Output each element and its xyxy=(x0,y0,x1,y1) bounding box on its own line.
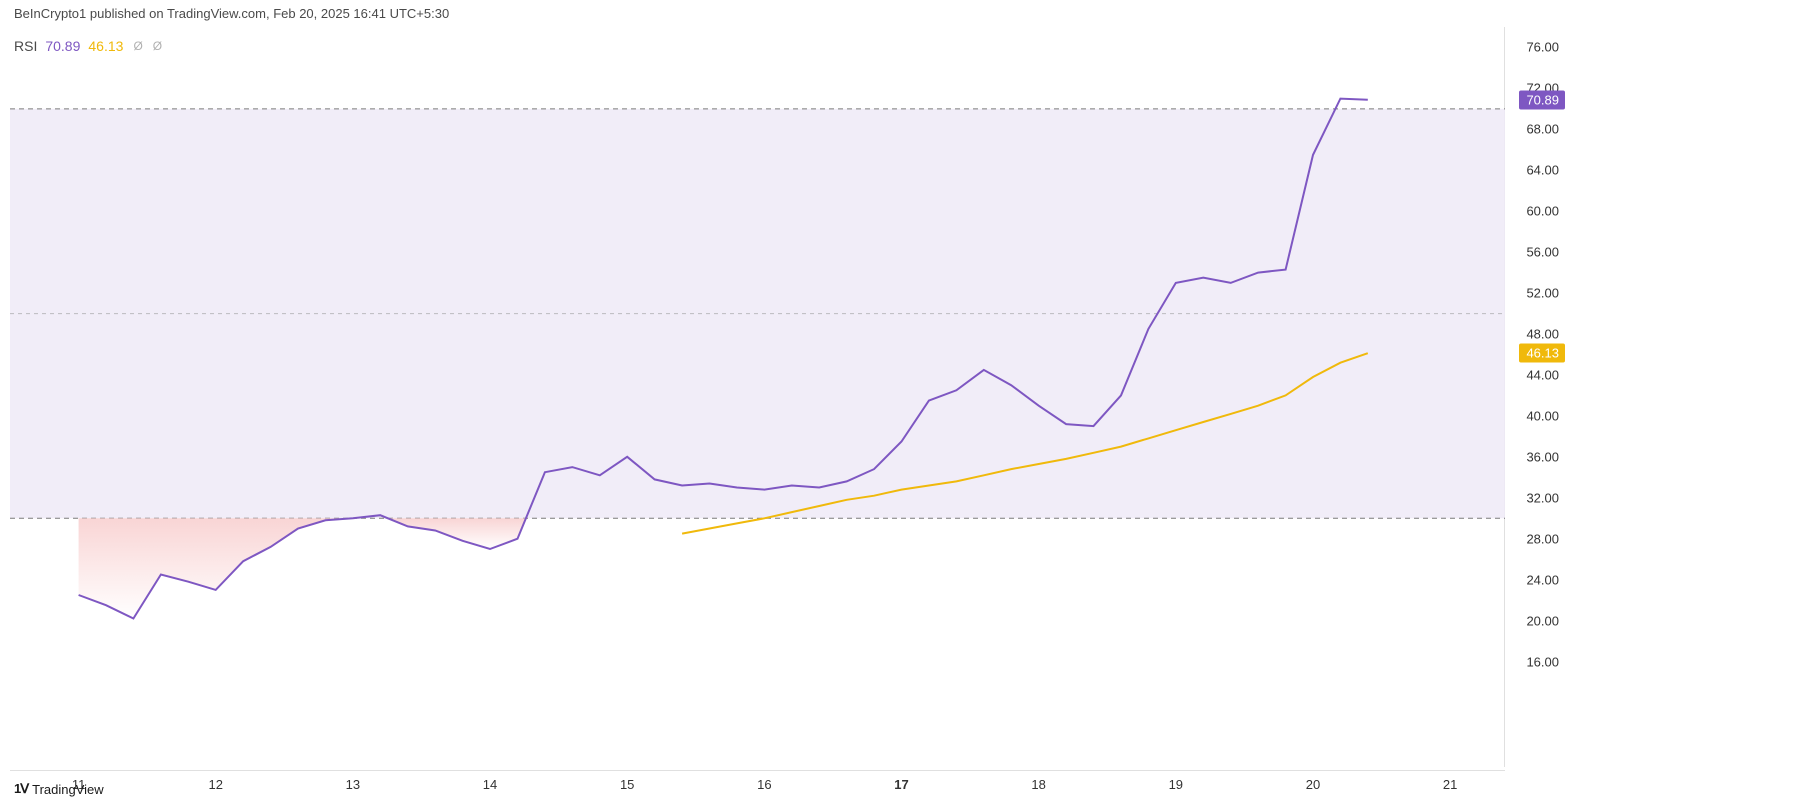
x-tick-label: 14 xyxy=(483,777,497,792)
chart-plot-area[interactable] xyxy=(10,27,1505,767)
y-tick-label: 68.00 xyxy=(1526,122,1559,137)
y-tick-label: 36.00 xyxy=(1526,449,1559,464)
x-tick-label: 19 xyxy=(1169,777,1183,792)
y-tick-label: 76.00 xyxy=(1526,40,1559,55)
x-axis[interactable]: 1112131415161718192021 xyxy=(10,770,1505,794)
chart-svg xyxy=(10,27,1505,767)
y-tick-label: 32.00 xyxy=(1526,490,1559,505)
y-axis[interactable]: 16.00 20.00 24.00 28.00 32.00 36.00 40.00 44.00… xyxy=(1505,27,1565,767)
tradingview-label: TradingView xyxy=(32,782,104,797)
y-tick-label: 28.00 xyxy=(1526,531,1559,546)
y-tick-label: 56.00 xyxy=(1526,245,1559,260)
x-tick-label: 18 xyxy=(1031,777,1045,792)
y-tick-label: 44.00 xyxy=(1526,367,1559,382)
price-tag: 70.89 xyxy=(1519,90,1565,109)
x-tick-label: 21 xyxy=(1443,777,1457,792)
publish-header: BeInCrypto1 published on TradingView.com… xyxy=(14,6,449,21)
y-tick-label: 64.00 xyxy=(1526,163,1559,178)
tradingview-watermark: 1ᐯ TradingView xyxy=(14,781,104,797)
x-tick-label: 12 xyxy=(208,777,222,792)
y-tick-label: 16.00 xyxy=(1526,654,1559,669)
y-tick-label: 60.00 xyxy=(1526,204,1559,219)
x-tick-label: 20 xyxy=(1306,777,1320,792)
y-tick-label: 52.00 xyxy=(1526,286,1559,301)
x-tick-label: 16 xyxy=(757,777,771,792)
y-tick-label: 48.00 xyxy=(1526,327,1559,342)
y-tick-label: 20.00 xyxy=(1526,613,1559,628)
tradingview-logo-icon: 1ᐯ xyxy=(14,781,28,797)
price-tag: 46.13 xyxy=(1519,344,1565,363)
x-tick-label: 13 xyxy=(346,777,360,792)
x-tick-label: 17 xyxy=(894,777,908,792)
y-tick-label: 40.00 xyxy=(1526,408,1559,423)
y-tick-label: 24.00 xyxy=(1526,572,1559,587)
x-tick-label: 15 xyxy=(620,777,634,792)
